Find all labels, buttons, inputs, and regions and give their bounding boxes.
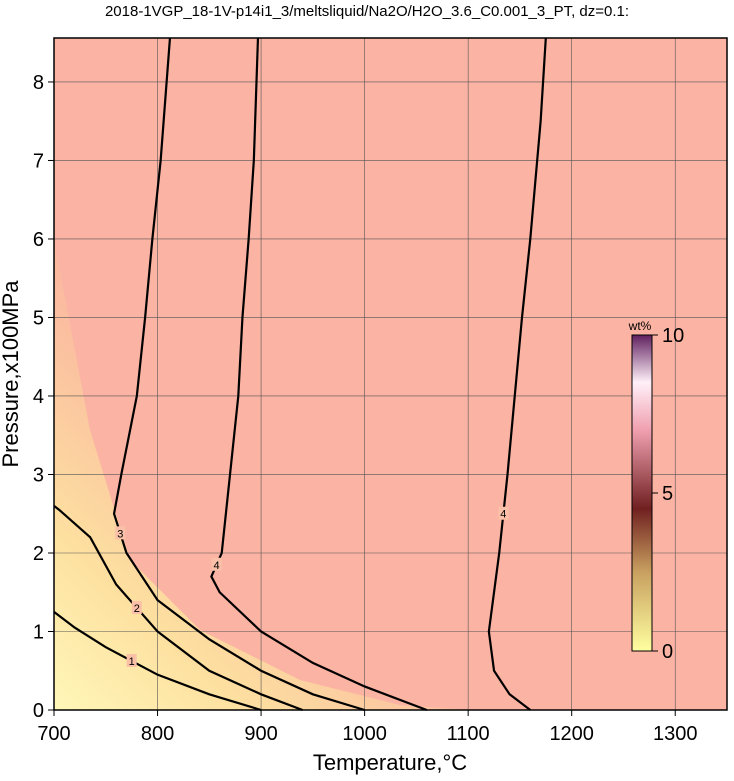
contour-label: 3 <box>117 528 123 540</box>
y-tick-label: 4 <box>33 386 44 408</box>
x-tick-label: 1200 <box>549 723 594 745</box>
x-tick-label: 900 <box>244 723 277 745</box>
contour-label: 2 <box>134 603 140 615</box>
colorbar-tick-label: 10 <box>662 325 684 347</box>
x-tick-label: 700 <box>37 723 70 745</box>
x-tick-label: 1100 <box>447 723 490 745</box>
contour-line <box>210 37 428 712</box>
y-axis-label: Pressure,x100MPa <box>0 280 23 468</box>
y-tick-label: 8 <box>33 72 44 94</box>
contour-label-bg <box>211 557 222 571</box>
colorbar <box>631 334 653 652</box>
chart-title: 2018-1VGP_18-1V-p14i1_3/meltsliquid/Na2O… <box>105 3 629 20</box>
plot-frame <box>53 37 728 711</box>
x-tick-label: 800 <box>141 723 174 745</box>
contour-label: 4 <box>213 560 219 572</box>
y-tick-label: 7 <box>33 150 44 172</box>
y-tick-label: 0 <box>33 700 44 722</box>
colorbar-tick-label: 0 <box>662 641 673 663</box>
x-axis-label: Temperature,°C <box>313 750 467 775</box>
contour-label-bg <box>115 526 126 540</box>
y-tick-label: 2 <box>33 543 44 565</box>
contour-label: 1 <box>129 656 135 668</box>
contour-line <box>112 37 365 712</box>
y-tick-label: 1 <box>33 621 44 643</box>
contour-label: 4 <box>500 509 506 521</box>
y-tick-label: 6 <box>33 229 44 251</box>
y-tick-label: 5 <box>33 307 44 329</box>
colorbar-label: wt% <box>628 319 652 333</box>
contour-label-bg <box>131 600 142 614</box>
y-tick-label: 3 <box>33 464 44 486</box>
shading <box>54 240 470 710</box>
x-tick-label: 1300 <box>653 723 698 745</box>
colorbar-tick-label: 5 <box>662 483 673 505</box>
contour-label-bg <box>126 653 137 667</box>
contour-label-bg <box>498 506 509 520</box>
x-tick-label: 1000 <box>342 723 387 745</box>
contour-line <box>487 37 547 711</box>
